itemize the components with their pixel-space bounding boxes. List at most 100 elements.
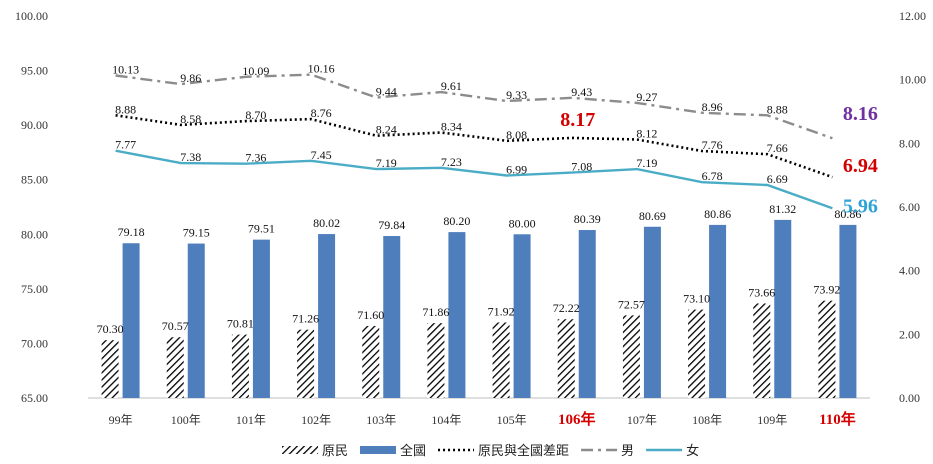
bar-national xyxy=(123,243,140,398)
bar-yuanmin-data-label: 71.92 xyxy=(488,304,515,318)
right-axis-tick-label: 0.00 xyxy=(899,391,920,405)
bar-national xyxy=(579,230,596,398)
line-gap-data-label: 7.76 xyxy=(702,138,723,152)
bar-yuanmin-data-label: 73.10 xyxy=(683,292,710,306)
bar-yuanmin-data-label: 70.81 xyxy=(227,317,254,331)
line-female-data-label: 6.99 xyxy=(506,162,527,176)
right-axis-tick-label: 2.00 xyxy=(899,327,920,341)
line-female-data-label: 7.08 xyxy=(571,160,592,174)
bar-yuanmin xyxy=(818,301,835,398)
line-male-data-label: 9.27 xyxy=(636,90,657,104)
right-axis-tick-label: 12.00 xyxy=(899,9,926,23)
left-axis-tick-label: 90.00 xyxy=(21,118,48,132)
line-female xyxy=(116,151,833,209)
right-axis-tick-label: 4.00 xyxy=(899,264,920,278)
line-gap-callout-label: 6.94 xyxy=(843,155,878,177)
category-tick-label: 103年 xyxy=(366,413,396,427)
line-gap-data-label: 7.66 xyxy=(767,141,788,155)
chart-data-labels: 70.30 70.57 70.81 71.26 71.60 71.86 71.92 72.22… xyxy=(97,62,878,337)
line-gap-data-label: 8.08 xyxy=(506,128,527,142)
bar-national xyxy=(709,225,726,398)
right-axis-tick-label: 10.00 xyxy=(899,73,926,87)
line-gap xyxy=(116,115,833,177)
left-axis-tick-label: 75.00 xyxy=(21,282,48,296)
bar-yuanmin-data-label: 71.60 xyxy=(357,308,384,322)
bar-national-data-label: 80.69 xyxy=(639,209,666,223)
bar-national-data-label: 79.15 xyxy=(183,226,210,240)
bar-yuanmin xyxy=(297,330,314,398)
category-tick-label: 101年 xyxy=(236,413,266,427)
legend-label-yuanmin: 原民 xyxy=(322,443,348,458)
bar-yuanmin xyxy=(493,322,510,398)
line-female-data-label: 7.38 xyxy=(180,150,201,164)
line-female-data-label: 7.36 xyxy=(245,151,266,165)
bar-yuanmin-data-label: 70.30 xyxy=(97,322,124,336)
bar-yuanmin xyxy=(167,337,184,398)
category-tick-label: 105年 xyxy=(497,413,527,427)
category-tick-label: 99年 xyxy=(109,413,133,427)
bar-national xyxy=(188,244,205,398)
legend-label-female: 女 xyxy=(686,443,699,458)
bar-yuanmin xyxy=(558,319,575,398)
line-male-data-label: 10.09 xyxy=(242,64,269,78)
category-tick-label: 107年 xyxy=(627,413,657,427)
bar-national xyxy=(448,232,465,398)
line-female-data-label: 7.19 xyxy=(636,156,657,170)
bar-national xyxy=(253,240,270,398)
bar-yuanmin xyxy=(688,310,705,398)
bar-yuanmin xyxy=(362,326,379,398)
left-axis-tick-label: 95.00 xyxy=(21,64,48,78)
bar-national-data-label: 81.32 xyxy=(769,202,796,216)
line-male-data-label: 9.33 xyxy=(506,88,527,102)
line-female-data-label: 6.69 xyxy=(767,172,788,186)
line-gap-data-label: 8.34 xyxy=(441,120,462,134)
line-female-data-label: 7.45 xyxy=(311,148,332,162)
left-axis-tick-label: 80.00 xyxy=(21,227,48,241)
category-tick-label: 109年 xyxy=(757,413,787,427)
legend-swatch-national xyxy=(360,446,396,454)
bar-yuanmin-data-label: 71.26 xyxy=(292,312,319,326)
category-tick-label: 104年 xyxy=(431,413,461,427)
chart-lines xyxy=(116,75,833,209)
line-male-data-label: 9.61 xyxy=(441,79,462,93)
bar-national-data-label: 80.02 xyxy=(313,216,340,230)
bar-yuanmin xyxy=(427,323,444,398)
bar-yuanmin-data-label: 73.66 xyxy=(748,285,775,299)
category-tick-label: 108年 xyxy=(692,413,722,427)
bar-yuanmin xyxy=(232,335,249,398)
line-male-data-label: 8.88 xyxy=(767,102,788,116)
line-male-data-label: 8.96 xyxy=(702,100,723,114)
line-male-data-label: 10.16 xyxy=(308,62,335,76)
bar-yuanmin-data-label: 73.92 xyxy=(813,283,840,297)
bar-yuanmin xyxy=(753,303,770,398)
legend-swatch-yuanmin xyxy=(282,446,318,454)
line-female-callout-label: 5.96 xyxy=(843,195,878,217)
bar-national-data-label: 79.84 xyxy=(378,218,405,232)
line-gap-data-label: 8.12 xyxy=(636,127,657,141)
bar-national-data-label: 80.20 xyxy=(443,214,470,228)
category-tick-label: 106年 xyxy=(558,410,596,428)
bar-national xyxy=(383,236,400,398)
chart-bars xyxy=(102,220,857,398)
left-axis-tick-label: 65.00 xyxy=(21,391,48,405)
line-gap-data-label: 8.76 xyxy=(311,106,332,120)
bar-yuanmin-data-label: 72.57 xyxy=(618,297,645,311)
line-male-data-label: 10.13 xyxy=(112,63,139,77)
line-gap-data-label: 8.58 xyxy=(180,112,201,126)
bar-yuanmin-data-label: 71.86 xyxy=(422,305,449,319)
chart-legend: 原民 全國 原民與全國差距 男 女 xyxy=(282,443,699,458)
line-male-data-label: 9.44 xyxy=(376,84,397,98)
line-female-data-label: 7.19 xyxy=(376,156,397,170)
line-male-data-label: 9.43 xyxy=(571,85,592,99)
left-axis-tick-label: 85.00 xyxy=(21,173,48,187)
line-male-data-label: 9.86 xyxy=(180,71,201,85)
bar-national-data-label: 80.39 xyxy=(574,212,601,226)
line-female-data-label: 7.23 xyxy=(441,155,462,169)
line-male-callout-label: 8.16 xyxy=(843,103,878,125)
legend-label-gap: 原民與全國差距 xyxy=(478,443,569,458)
line-gap-data-label: 8.88 xyxy=(115,102,136,116)
left-axis-tick-label: 100.00 xyxy=(15,9,48,23)
bar-national-data-label: 79.18 xyxy=(118,225,145,239)
line-gap-data-label: 8.70 xyxy=(245,108,266,122)
